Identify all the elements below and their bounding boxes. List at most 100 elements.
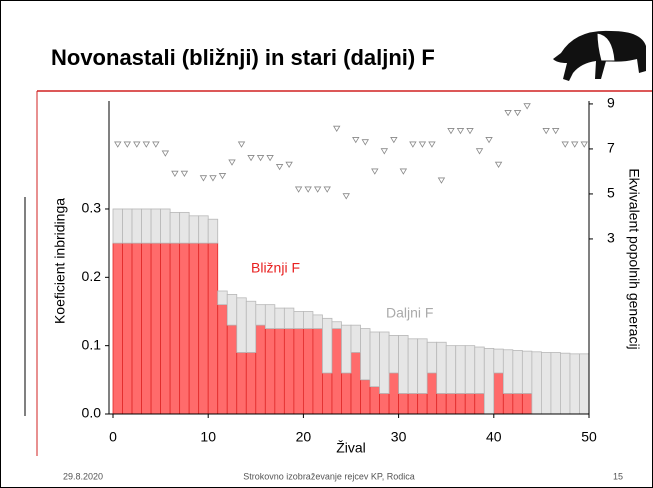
bar [493,372,504,415]
marker [352,137,360,144]
bar [188,215,200,244]
marker [409,141,417,148]
bar [350,324,361,353]
bar [398,393,409,415]
bar [341,372,352,415]
marker [313,186,322,193]
marker [123,141,131,148]
y-tick-label: 0.2 [82,268,102,284]
bar [198,215,209,244]
x-tick-label: 20 [296,429,312,445]
bar [293,328,304,415]
bar [455,345,466,394]
bar [179,242,190,415]
bar [160,242,171,415]
bar [264,304,276,329]
bar [226,294,238,326]
bar [207,242,219,415]
bar [350,352,361,415]
bar [131,208,142,244]
bar [341,324,352,374]
footer-text: Strokovno izobraževanje rejcev KP, Rodic… [243,471,414,481]
slide-title: Novonastali (bližnji) in stari (daljni) … [51,45,435,70]
bar [502,393,514,415]
bar [302,328,314,415]
bar [264,328,276,415]
bar [283,307,295,329]
bar [245,352,257,415]
marker [399,168,408,175]
bar [331,321,342,329]
bar [293,311,304,329]
bar [445,345,457,394]
footer-date: 29.8.2020 [63,471,103,481]
bar [541,352,552,415]
marker [475,148,484,155]
bar [217,304,228,415]
bar [179,211,190,244]
bar [512,350,523,394]
marker [247,155,255,162]
bar [131,242,142,415]
bar [502,349,514,394]
marker [142,141,151,148]
bar [331,328,342,415]
bar [160,208,171,244]
bar [322,317,333,374]
marker [580,141,588,148]
bar [369,386,380,415]
bar [464,393,476,415]
bar [217,290,228,306]
marker [390,137,398,144]
bar [274,328,285,415]
bar [388,335,399,374]
marker [323,186,331,193]
bar [426,341,438,374]
bar [436,341,447,394]
footer-page: 15 [613,471,623,481]
marker [237,141,246,148]
marker [304,186,312,193]
marker [275,164,284,171]
marker [485,137,493,144]
marker [456,128,465,135]
bar [122,242,133,415]
x-tick-label: 10 [200,429,216,445]
marker [266,155,274,162]
bar [417,338,428,394]
bar [407,338,419,394]
bar [379,393,390,415]
bar [122,208,133,244]
marker [333,125,341,132]
bar [236,297,247,353]
bar [407,393,419,415]
bar [474,346,485,394]
bar [379,331,390,394]
marker [342,193,350,200]
marker [256,155,265,162]
bar [560,352,571,415]
y2-tick-label: 7 [607,140,615,156]
marker [504,110,512,117]
bar [141,242,152,415]
marker [371,168,379,175]
bar [169,242,181,415]
marker [294,186,303,193]
marker [494,161,503,168]
marker [447,128,455,135]
bar [417,393,428,415]
marker [361,139,369,146]
bar [255,304,266,326]
marker [523,103,531,110]
marker [209,175,217,182]
bar [112,242,123,415]
bar [455,393,466,415]
bar [150,208,162,244]
marker [199,175,208,182]
marker [571,141,579,148]
marker [561,141,569,148]
bar [426,372,438,415]
y-tick-label: 0.3 [82,200,102,216]
bar [245,300,257,353]
